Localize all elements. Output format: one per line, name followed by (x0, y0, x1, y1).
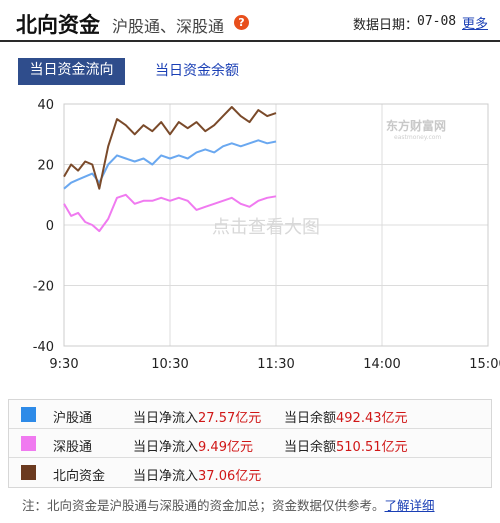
legend-inflow-sz: 当日净流入9.49亿元 (133, 436, 253, 455)
legend-inflow-sh: 当日净流入27.57亿元 (133, 407, 261, 426)
y-tick-label: -40 (33, 340, 54, 355)
balance-label: 当日余额 (284, 411, 337, 426)
inflow-label: 当日净流入 (133, 440, 199, 455)
chart-lines (63, 106, 277, 233)
chart-grid (63, 103, 489, 347)
inflow-value: 37.06亿元 (198, 469, 262, 484)
watermark-logo-sub: eastmoney.com (394, 134, 441, 141)
inflow-value: 9.49亿元 (198, 440, 253, 455)
more-link[interactable]: 更多 (462, 17, 489, 32)
tab-daily-flow[interactable]: 当日资金流向 (18, 58, 125, 82)
tab-underline (18, 82, 125, 85)
page-title: 北向资金 (16, 13, 100, 37)
watermark-logo-text: 东方财富网 (386, 118, 446, 133)
series-line-0 (63, 139, 277, 190)
legend-table: 沪股通 当日净流入27.57亿元 当日余额492.43亿元 深股通 当日净流入9… (8, 399, 492, 488)
inflow-label: 当日净流入 (133, 411, 199, 426)
balance-value: 492.43亿元 (336, 411, 408, 426)
series-line-1 (63, 193, 277, 233)
y-tick-label: 0 (46, 219, 54, 234)
learn-more-link[interactable]: 了解详细 (384, 498, 435, 513)
date-label: 数据日期： (353, 18, 419, 33)
tab-daily-balance[interactable]: 当日资金余额 (155, 63, 239, 79)
legend-inflow-north: 当日净流入37.06亿元 (133, 465, 261, 484)
x-tick-label: 15:00 (469, 357, 500, 372)
y-tick-label: -20 (33, 280, 54, 295)
legend-row-north: 北向资金 当日净流入37.06亿元 (9, 458, 491, 487)
x-axis-labels: 9:30 10:30 11:30 14:00 15:00 (49, 357, 500, 372)
balance-label: 当日余额 (284, 440, 337, 455)
legend-name-sz: 深股通 (53, 440, 93, 455)
legend-row-sh: 沪股通 当日净流入27.57亿元 当日余额492.43亿元 (9, 400, 491, 429)
x-tick-label: 14:00 (363, 357, 400, 372)
watermark-text: 点击查看大图 (212, 217, 320, 238)
inflow-value: 27.57亿元 (198, 411, 262, 426)
flow-chart[interactable]: 东方财富网 eastmoney.com 点击查看大图 40 20 0 -20 -40 9… (0, 92, 500, 382)
plot-border (63, 103, 489, 347)
legend-swatch-sh (21, 407, 36, 422)
y-tick-label: 40 (37, 98, 54, 113)
legend-name-north: 北向资金 (53, 469, 106, 484)
series-line-2 (63, 106, 277, 190)
y-tick-label: 20 (37, 159, 54, 174)
y-axis-labels: 40 20 0 -20 -40 (33, 98, 54, 355)
x-tick-label: 11:30 (257, 357, 294, 372)
legend-swatch-sz (21, 436, 36, 451)
x-tick-label: 10:30 (151, 357, 188, 372)
note-text: 注：北向资金是沪股通与深股通的资金加总；资金数据仅供参考。 (22, 498, 385, 513)
legend-balance-sz: 当日余额510.51亿元 (284, 436, 408, 455)
chart-watermark: 东方财富网 eastmoney.com 点击查看大图 (212, 118, 446, 238)
date-value: 07-08 (417, 14, 457, 29)
legend-swatch-north (21, 465, 36, 480)
legend-balance-sh: 当日余额492.43亿元 (284, 407, 408, 426)
balance-value: 510.51亿元 (336, 440, 408, 455)
question-icon[interactable]: ? (234, 15, 249, 30)
page-subtitle: 沪股通、深股通 (112, 17, 225, 36)
legend-name-sh: 沪股通 (53, 411, 93, 426)
x-tick-label: 9:30 (49, 357, 78, 372)
page-header: 北向资金 沪股通、深股通 ? 数据日期： 07-08 更多 (0, 0, 500, 42)
footer-note: 注：北向资金是沪股通与深股通的资金加总；资金数据仅供参考。了解详细 (22, 495, 435, 514)
inflow-label: 当日净流入 (133, 469, 199, 484)
legend-row-sz: 深股通 当日净流入9.49亿元 当日余额510.51亿元 (9, 429, 491, 458)
